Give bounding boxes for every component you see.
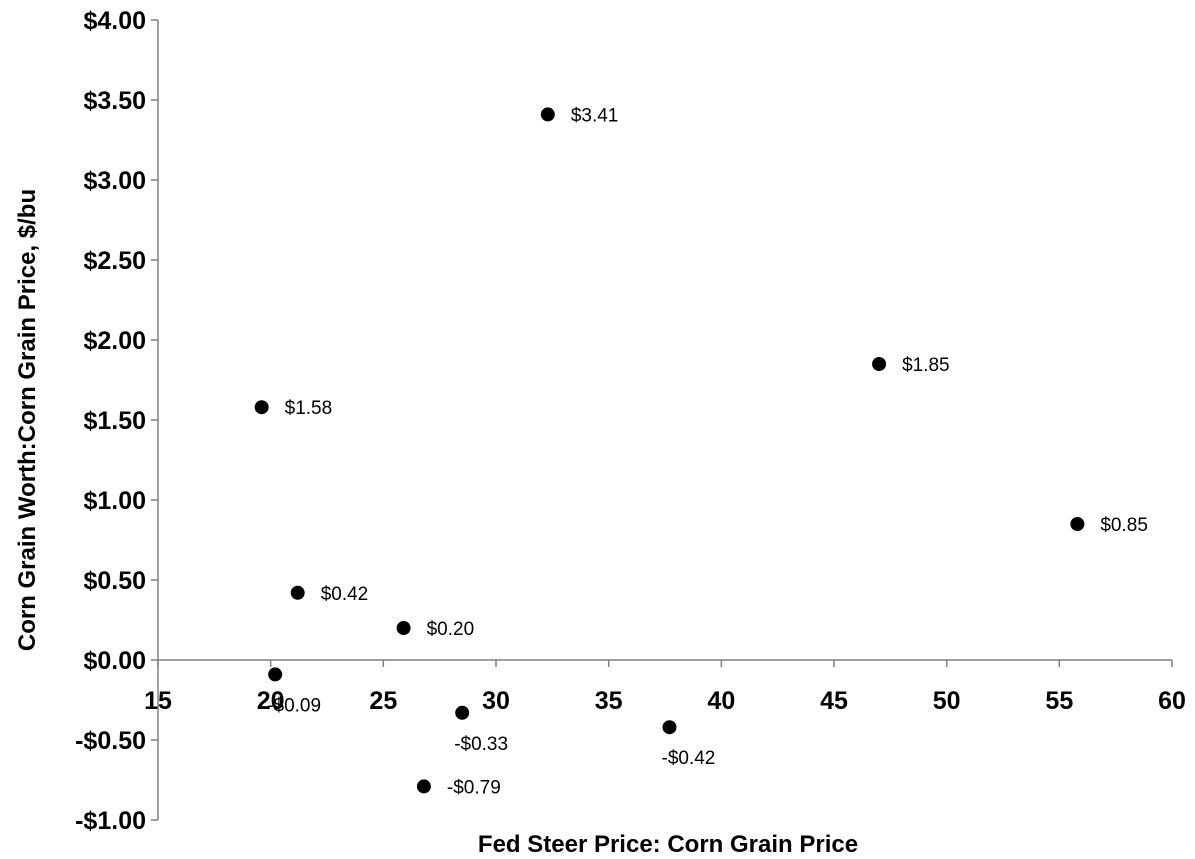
data-label: -$0.33 (454, 734, 508, 755)
data-point (455, 705, 470, 720)
y-tick-label: $3.50 (83, 87, 146, 115)
y-tick-label: $0.00 (83, 647, 146, 675)
y-tick-label: $1.00 (83, 487, 146, 515)
data-point (268, 667, 283, 682)
y-tick-label: -$1.00 (75, 807, 146, 835)
y-tick-label: $3.00 (83, 167, 146, 195)
y-tick-label: $2.50 (83, 247, 146, 275)
data-label: $1.58 (285, 398, 333, 419)
x-tick-label: 45 (820, 687, 848, 715)
x-axis-title: Fed Steer Price: Corn Grain Price (478, 831, 858, 858)
y-axis-title: Corn Grain Worth:Corn Grain Price, $/bu (14, 189, 41, 651)
data-point (540, 107, 555, 122)
y-tick-label: $4.00 (83, 7, 146, 35)
data-point (254, 400, 269, 415)
x-tick-label: 30 (482, 687, 510, 715)
y-tick-label: $1.50 (83, 407, 146, 435)
data-point (396, 621, 411, 635)
x-tick-label: 40 (707, 687, 735, 715)
data-points (254, 107, 1085, 794)
data-label: -$0.79 (447, 777, 501, 798)
data-label: -$0.09 (267, 695, 321, 716)
x-tick-label: 35 (595, 687, 623, 715)
x-tick-label: 15 (144, 687, 172, 715)
data-label: $1.85 (902, 355, 950, 376)
data-point (1070, 517, 1085, 531)
data-label: $3.41 (571, 105, 619, 126)
data-point (290, 585, 305, 600)
data-point (662, 720, 677, 735)
data-point (416, 779, 431, 794)
x-tick-label: 25 (369, 687, 397, 715)
data-label: $0.20 (427, 619, 475, 640)
data-label: $0.85 (1100, 515, 1148, 536)
x-tick-label: 55 (1045, 687, 1073, 715)
data-labels: $1.58 -$0.09 $0.42 $0.20 -$0.79 -$0.33 $3.41 -$… (267, 105, 1148, 798)
y-tick-label: $0.50 (83, 567, 146, 595)
x-tick-label: 60 (1158, 687, 1186, 715)
data-point (872, 357, 887, 371)
axes (151, 19, 1173, 821)
data-label: $0.42 (321, 584, 369, 605)
y-tick-label: $2.00 (83, 327, 146, 355)
y-tick-label: -$0.50 (75, 727, 146, 755)
x-tick-label: 20 (257, 687, 285, 715)
x-tick-label: 50 (933, 687, 961, 715)
tick-labels: $4.00 $3.50 $3.00 $2.50 $2.00 $1.50 $1.00 $0.50… (75, 7, 1186, 835)
data-label: -$0.42 (662, 748, 716, 769)
